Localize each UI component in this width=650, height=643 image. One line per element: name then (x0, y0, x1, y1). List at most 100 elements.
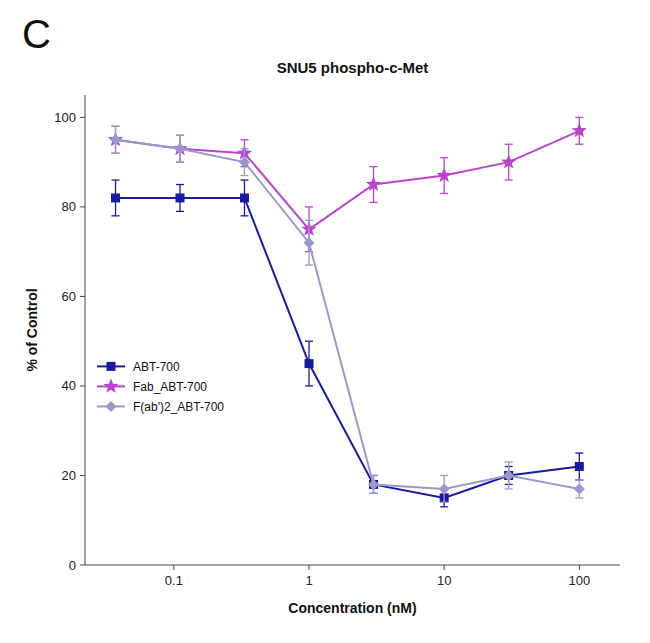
error-cap (505, 488, 513, 489)
data-point (368, 479, 379, 490)
legend-label: Fab_ABT-700 (133, 380, 207, 394)
data-point (439, 483, 450, 494)
data-point (175, 193, 184, 202)
x-axis-label: Concentration (nM) (288, 600, 416, 616)
series-line (116, 140, 580, 489)
y-tick-label: 100 (54, 110, 76, 125)
error-cap (370, 493, 378, 494)
error-cap (176, 211, 184, 212)
data-point (437, 168, 452, 182)
legend-item: F(ab')2_ABT-700 (97, 400, 224, 414)
series (108, 117, 587, 251)
error-cap (176, 161, 184, 162)
legend-label: ABT-700 (133, 360, 180, 374)
data-point (111, 193, 120, 202)
y-tick (80, 565, 85, 566)
data-point (174, 143, 185, 154)
data-point (572, 123, 587, 137)
background (0, 0, 650, 643)
panel-label: C (22, 12, 51, 56)
x-tick (173, 565, 174, 570)
error-cap (575, 117, 583, 118)
x-tick-label: 0.1 (165, 573, 183, 588)
y-tick-label: 40 (62, 378, 76, 393)
error-cap (575, 452, 583, 453)
chart: CSNU5 phospho-c-Met0.1110100020406080100… (0, 0, 650, 643)
error-cap (112, 179, 120, 180)
legend-marker (107, 362, 116, 371)
error-cap (505, 179, 513, 180)
y-tick (80, 475, 85, 476)
data-point (503, 470, 514, 481)
error-cap (575, 479, 583, 480)
error-cap (575, 497, 583, 498)
series (111, 180, 584, 507)
error-cap (176, 135, 184, 136)
x-axis-line (85, 565, 620, 566)
error-cap (370, 493, 378, 494)
y-axis-label: % of Control (24, 288, 40, 371)
error-cap (370, 475, 378, 476)
y-tick (80, 117, 85, 118)
error-cap (440, 506, 448, 507)
y-tick (80, 296, 85, 297)
error-cap (240, 179, 248, 180)
error-cap (440, 502, 448, 503)
error-cap (112, 126, 120, 127)
series (110, 126, 585, 502)
error-cap (176, 135, 184, 136)
legend: ABT-700 Fab_ABT-700 F(ab')2_ABT-700 (97, 360, 224, 414)
data-point (575, 462, 584, 471)
x-tick (309, 565, 310, 570)
error-cap (305, 341, 313, 342)
legend-label: F(ab')2_ABT-700 (133, 400, 224, 414)
y-tick (80, 206, 85, 207)
error-cap (112, 153, 120, 154)
error-cap (176, 161, 184, 162)
x-tick (444, 565, 445, 570)
error-cap (440, 193, 448, 194)
error-bar (575, 453, 583, 480)
y-tick-label: 80 (62, 199, 76, 214)
error-cap (112, 215, 120, 216)
error-cap (112, 126, 120, 127)
legend-marker (106, 401, 117, 412)
y-tick-label: 60 (62, 289, 76, 304)
error-cap (240, 139, 248, 140)
x-tick (579, 565, 580, 570)
error-cap (440, 475, 448, 476)
data-point (240, 193, 249, 202)
error-cap (240, 175, 248, 176)
x-tick-label: 100 (568, 573, 590, 588)
data-point (110, 134, 121, 145)
y-axis-line (85, 95, 86, 565)
error-cap (240, 215, 248, 216)
error-cap (505, 461, 513, 462)
plot-area (108, 117, 587, 506)
legend-item: ABT-700 (97, 360, 180, 374)
error-cap (305, 206, 313, 207)
error-cap (575, 479, 583, 480)
error-cap (305, 385, 313, 386)
title: SNU5 phospho-c-Met (277, 59, 429, 76)
error-cap (240, 148, 248, 149)
error-cap (505, 144, 513, 145)
data-point (574, 483, 585, 494)
series-line (116, 198, 580, 498)
data-point (239, 157, 250, 168)
y-tick-label: 0 (69, 558, 76, 573)
legend-marker (103, 378, 118, 392)
error-bar (305, 341, 313, 386)
x-tick-label: 1 (305, 573, 312, 588)
error-cap (112, 153, 120, 154)
data-point (366, 177, 381, 191)
data-point (501, 154, 516, 168)
error-cap (370, 166, 378, 167)
error-bar (112, 180, 120, 216)
error-cap (370, 475, 378, 476)
error-cap (305, 220, 313, 221)
series-line (116, 131, 580, 229)
error-cap (440, 157, 448, 158)
legend-item: Fab_ABT-700 (97, 378, 207, 394)
error-cap (575, 144, 583, 145)
